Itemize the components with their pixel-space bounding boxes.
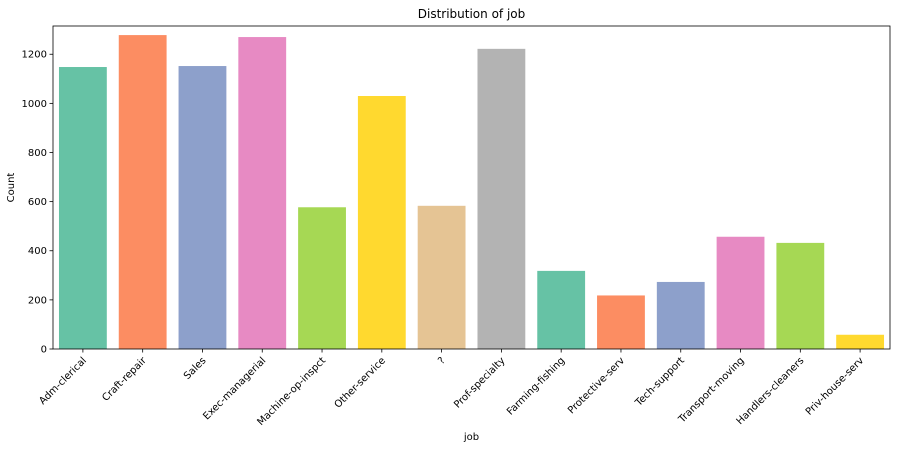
x-tick-label-9: Protective-serv [566,355,627,416]
x-tick-label-3: Exec-managerial [201,355,268,422]
y-tick-label-1: 200 [28,295,47,306]
bar-13 [836,334,885,349]
bar-1 [118,35,167,350]
x-axis-label: job [463,432,479,443]
x-tick-label-7: Prof-specialty [452,355,507,410]
x-tick-label-5: Other-service [333,355,388,410]
y-axis: 0 200 400 600 800 1000 1200 [22,50,53,356]
bar-3 [238,37,287,350]
bar-4 [298,207,346,349]
x-tick-label-6: ? [436,355,448,367]
y-axis-label: Count [6,173,17,203]
bar-12 [776,242,825,349]
y-tick-label-3: 600 [28,197,47,208]
bar-9 [597,295,645,349]
y-tick-label-6: 1200 [22,50,47,61]
bar-8 [537,270,586,349]
x-axis: Adm-clerical Craft-repair SalesExec-manage… [37,349,866,428]
x-tick-label-0: Adm-clerical [37,355,89,407]
x-tick-label-11: Transport-moving [676,355,747,426]
bar-10 [656,281,705,349]
bar-7 [477,48,526,349]
bars-group [58,35,885,350]
x-tick-label-8: Farming-fishing [505,355,567,417]
x-tick-label-13: Priv-house-serv [804,355,866,417]
y-tick-label-4: 800 [28,148,47,159]
bar-6 [417,205,466,349]
y-tick-label-2: 400 [28,246,47,257]
x-tick-label-4: Machine-op-inspct [255,355,328,428]
chart-title: Distribution of job [418,7,526,21]
plot-frame [52,25,891,350]
bar-11 [716,236,765,349]
x-tick-label-2: Sales [182,355,209,382]
bar-2 [178,66,227,349]
y-tick-label-0: 0 [41,345,47,356]
x-tick-label-12: Handlers-cleaners [735,355,807,427]
x-tick-label-10: Tech-support [633,355,687,409]
x-tick-label-1: Craft-repair [100,355,149,404]
y-tick-label-5: 1000 [22,99,47,110]
bar-5 [357,96,406,349]
bar-0 [58,67,107,349]
